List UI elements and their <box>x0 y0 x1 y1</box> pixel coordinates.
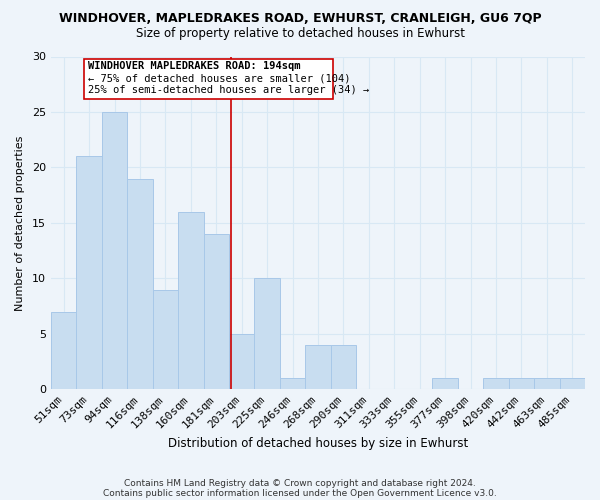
Bar <box>178 212 203 390</box>
Bar <box>280 378 305 390</box>
Text: Contains HM Land Registry data © Crown copyright and database right 2024.: Contains HM Land Registry data © Crown c… <box>124 478 476 488</box>
Bar <box>152 290 178 390</box>
Text: ← 75% of detached houses are smaller (104): ← 75% of detached houses are smaller (10… <box>88 73 350 83</box>
Bar <box>102 112 127 390</box>
Text: WINDHOVER MAPLEDRAKES ROAD: 194sqm: WINDHOVER MAPLEDRAKES ROAD: 194sqm <box>88 62 301 72</box>
Bar <box>560 378 585 390</box>
Text: 25% of semi-detached houses are larger (34) →: 25% of semi-detached houses are larger (… <box>88 85 369 95</box>
Bar <box>305 345 331 390</box>
Bar <box>51 312 76 390</box>
X-axis label: Distribution of detached houses by size in Ewhurst: Distribution of detached houses by size … <box>168 437 468 450</box>
Bar <box>433 378 458 390</box>
Bar <box>534 378 560 390</box>
Text: WINDHOVER, MAPLEDRAKES ROAD, EWHURST, CRANLEIGH, GU6 7QP: WINDHOVER, MAPLEDRAKES ROAD, EWHURST, CR… <box>59 12 541 26</box>
Bar <box>254 278 280 390</box>
Bar <box>84 58 333 98</box>
Bar <box>229 334 254 390</box>
Text: Contains public sector information licensed under the Open Government Licence v3: Contains public sector information licen… <box>103 488 497 498</box>
Bar <box>483 378 509 390</box>
Y-axis label: Number of detached properties: Number of detached properties <box>15 136 25 310</box>
Bar <box>76 156 102 390</box>
Bar <box>331 345 356 390</box>
Bar <box>127 178 152 390</box>
Bar <box>203 234 229 390</box>
Text: Size of property relative to detached houses in Ewhurst: Size of property relative to detached ho… <box>136 28 464 40</box>
Bar <box>509 378 534 390</box>
